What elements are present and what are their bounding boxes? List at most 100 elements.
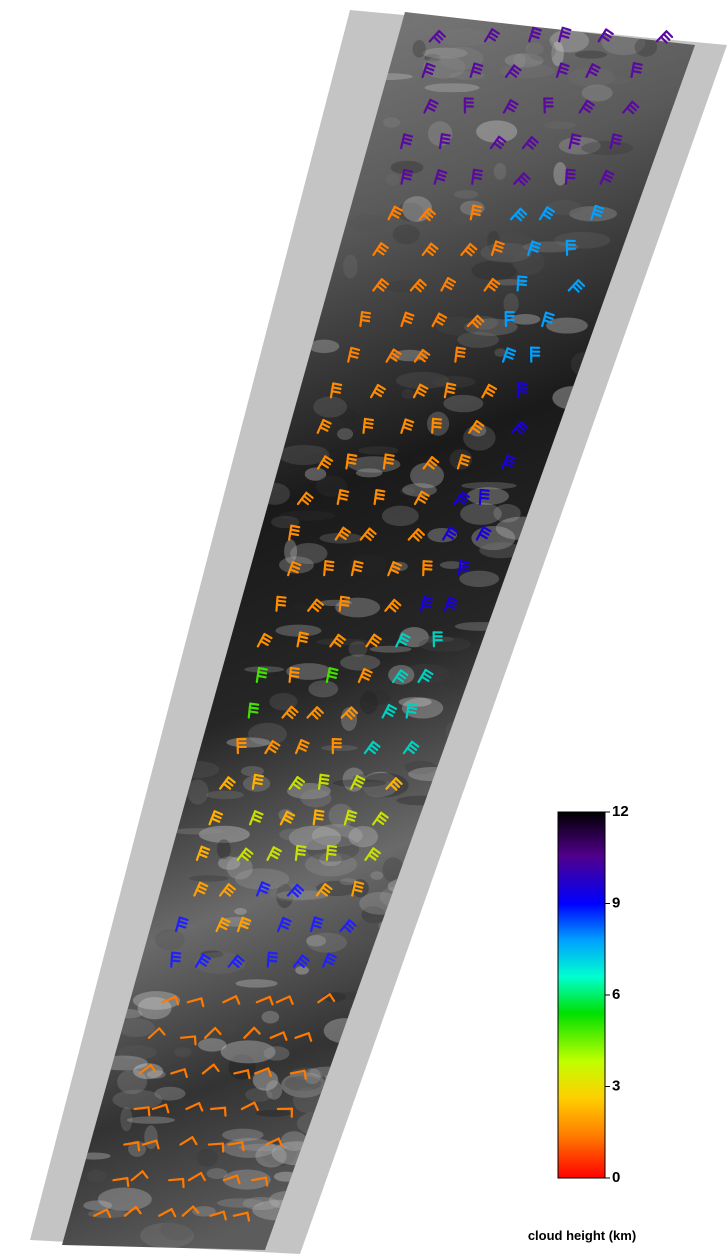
cloud-patch — [112, 1090, 162, 1110]
barb-feather — [460, 569, 468, 570]
cloud-patch — [370, 871, 383, 880]
cloud-patch — [206, 790, 244, 799]
barb-feather — [258, 672, 266, 673]
cloud-patch — [340, 654, 380, 670]
colorbar-label: cloud height (km) — [528, 1228, 636, 1243]
cloud-patch — [410, 463, 444, 489]
cloud-patch — [223, 1170, 271, 1190]
cloud-patch — [295, 966, 309, 975]
barb-feather — [247, 1213, 248, 1221]
barb-feather — [567, 174, 575, 175]
barb-feather — [172, 961, 180, 962]
cloud-patch — [337, 428, 353, 440]
cloud-patch — [197, 1149, 218, 1167]
cloud-patch — [358, 446, 398, 455]
barb-feather — [290, 534, 298, 535]
barb-feather — [376, 490, 384, 491]
barb-feather — [423, 569, 431, 570]
cloud-patch — [284, 539, 297, 563]
cloud-patch — [527, 39, 556, 61]
cloud-patch — [511, 314, 541, 325]
cloud-patch — [144, 1125, 157, 1149]
barb-feather — [348, 458, 356, 459]
barb-feather — [291, 526, 299, 527]
barb-feather — [254, 779, 262, 780]
barb-shaft — [181, 1036, 195, 1037]
cloud-patch — [98, 1188, 152, 1211]
cloud-patch — [304, 446, 326, 453]
colorbar-tick-label: 3 — [612, 1077, 620, 1094]
cloud-patch — [155, 929, 185, 950]
cloud-patch — [227, 856, 253, 879]
barb-feather — [149, 1107, 150, 1115]
colorbar: 036912 — [558, 803, 629, 1186]
cloud-patch — [471, 261, 517, 281]
cloud-patch — [343, 255, 358, 279]
barb-feather — [291, 668, 299, 669]
cloud-patch — [239, 1144, 288, 1151]
cloud-patch — [588, 77, 631, 85]
cloud-patch — [438, 28, 493, 46]
barb-feather — [248, 1070, 250, 1078]
cloud-patch — [425, 83, 480, 92]
cloud-patch — [226, 737, 270, 747]
barb-feather — [138, 1142, 139, 1150]
barb-feather — [297, 854, 305, 855]
cloud-patch — [309, 340, 340, 353]
barb-feather — [408, 711, 416, 712]
cloud-patch — [127, 1116, 175, 1123]
cloud-patch — [320, 533, 363, 544]
barb-feather — [321, 775, 329, 776]
barb-feather — [375, 498, 383, 499]
cloud-patch — [494, 163, 507, 180]
cloud-patch — [235, 979, 277, 987]
cloud-patch — [413, 40, 426, 58]
cloud-patch — [133, 1063, 163, 1079]
barb-feather — [376, 494, 384, 495]
barb-feather — [268, 961, 276, 962]
page: {"colorbar": {"label": "cloud height (km… — [0, 0, 727, 1254]
barb-feather — [172, 957, 180, 958]
barb-feather — [567, 170, 575, 171]
barb-feather — [269, 953, 277, 954]
cloud-patch — [256, 1110, 291, 1117]
barb-feather — [127, 1178, 128, 1186]
cloud-patch — [459, 571, 499, 587]
barb-feather — [424, 561, 432, 562]
barb-feather — [341, 601, 349, 602]
barb-feather — [290, 676, 298, 677]
barb-feather — [474, 170, 482, 171]
barb-feather — [291, 530, 299, 531]
cloud-patch — [671, 2, 692, 23]
barb-feather — [320, 783, 328, 784]
barb-feather — [481, 490, 489, 491]
barb-feather — [518, 276, 526, 277]
barb-shaft — [169, 1179, 183, 1180]
cloud-patch — [279, 828, 306, 840]
barb-feather — [424, 565, 432, 566]
barb-feather — [664, 34, 670, 40]
barb-feather — [566, 178, 574, 179]
colorbar-tick-label: 9 — [612, 894, 620, 911]
barb-feather — [441, 142, 449, 143]
barb-feather — [291, 672, 299, 673]
cloud-patch — [189, 875, 229, 881]
barb-feather — [315, 818, 323, 819]
barb-feather — [433, 419, 441, 420]
cloud-patch — [573, 19, 593, 28]
cloud-patch — [275, 625, 321, 637]
barb-feather — [473, 178, 481, 179]
cloud-patch — [480, 243, 532, 263]
cloud-patch — [217, 839, 231, 859]
barb-feather — [258, 676, 266, 677]
cloud-patch — [442, 667, 464, 689]
barb-feather — [328, 850, 336, 851]
barb-feather — [386, 455, 394, 456]
cloud-patch — [382, 506, 419, 526]
cloud-patch — [419, 637, 471, 652]
barb-feather — [297, 850, 305, 851]
barb-shaft — [209, 1144, 223, 1145]
barb-feather — [518, 391, 526, 392]
colorbar-scale — [558, 812, 605, 1178]
cloud-patch — [393, 224, 420, 244]
